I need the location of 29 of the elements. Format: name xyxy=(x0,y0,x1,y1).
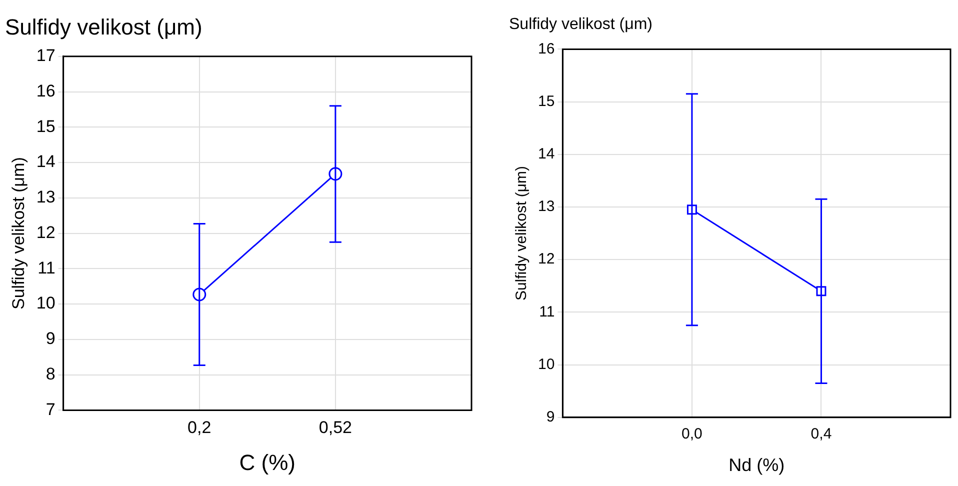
y-tick-label: 9 xyxy=(46,329,56,348)
y-tick-label: 16 xyxy=(538,40,555,58)
x-tick-label: 0,4 xyxy=(810,426,832,443)
y-tick-label: 15 xyxy=(36,116,56,136)
y-tick-label: 7 xyxy=(46,400,56,419)
y-tick-label: 12 xyxy=(538,250,555,268)
x-tick-label: 0,52 xyxy=(318,418,352,438)
y-axis-title: Sulfidy velikost (μm) xyxy=(8,157,28,310)
y-axis-title: Sulfidy velikost (μm) xyxy=(513,166,530,301)
x-tick-label: 0,2 xyxy=(188,418,212,438)
x-tick-label: 0,0 xyxy=(682,426,702,443)
chart-title: Sulfidy velikost (μm) xyxy=(509,16,652,34)
y-tick-label: 10 xyxy=(36,294,56,313)
x-axis-title: C (%) xyxy=(239,450,296,475)
y-tick-label: 16 xyxy=(36,81,56,100)
y-tick-label: 14 xyxy=(36,152,56,172)
y-tick-label: 14 xyxy=(538,146,555,163)
y-tick-label: 15 xyxy=(538,92,555,110)
y-tick-label: 12 xyxy=(36,222,56,242)
y-tick-label: 11 xyxy=(38,258,56,278)
chart-title: Sulfidy velikost (μm) xyxy=(5,14,202,40)
x-axis-title: Nd (%) xyxy=(728,455,785,476)
y-tick-label: 9 xyxy=(546,408,555,426)
y-tick-label: 13 xyxy=(36,188,56,207)
y-tick-label: 8 xyxy=(46,364,56,384)
y-tick-label: 11 xyxy=(539,303,555,320)
y-tick-label: 13 xyxy=(538,198,555,216)
y-tick-label: 10 xyxy=(538,356,555,373)
y-tick-label: 17 xyxy=(36,46,56,66)
